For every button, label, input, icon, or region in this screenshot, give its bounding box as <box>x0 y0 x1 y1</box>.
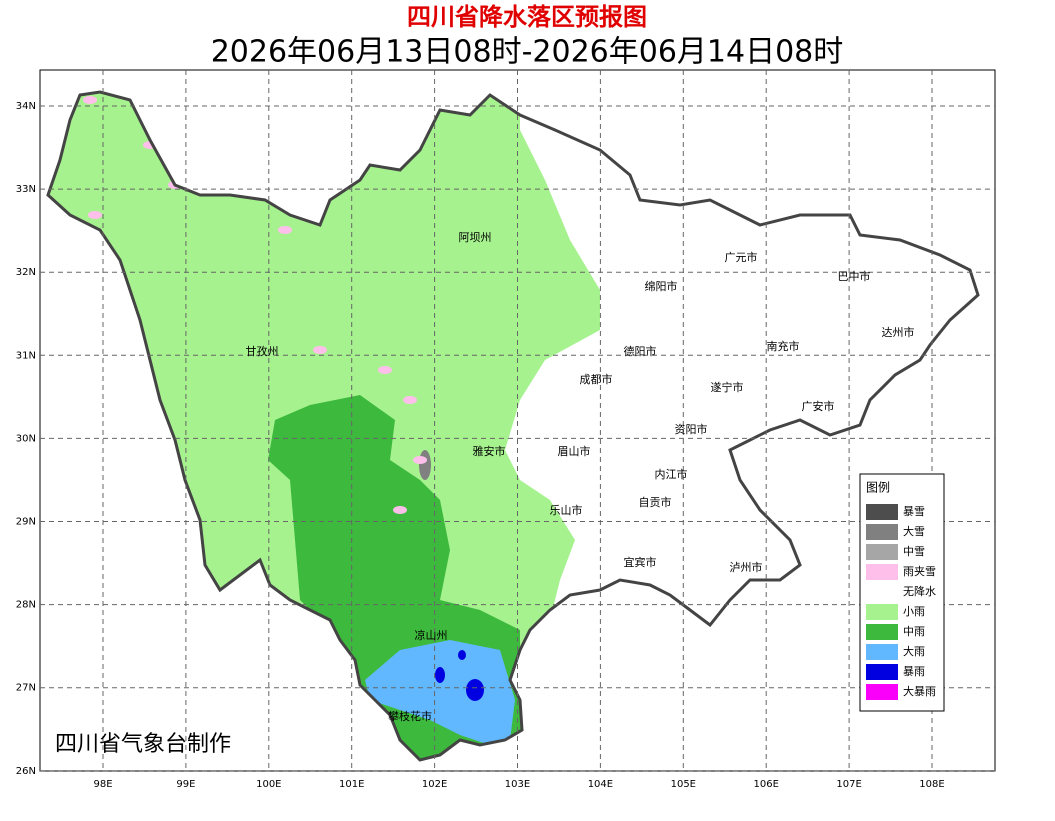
sleet-spot <box>313 346 327 354</box>
legend-swatch <box>865 583 899 601</box>
sleet-spot <box>393 506 407 514</box>
lon-label: 107E <box>836 779 861 790</box>
rainstorm-spot <box>466 679 484 701</box>
lat-label: 28N <box>16 600 36 611</box>
lat-label: 29N <box>16 517 36 528</box>
place-label: 资阳市 <box>675 422 708 436</box>
place-label: 达州市 <box>882 325 915 339</box>
legend-swatch <box>866 664 898 680</box>
place-label: 眉山市 <box>558 444 591 458</box>
lat-label: 30N <box>16 433 36 444</box>
lon-label: 108E <box>919 779 944 790</box>
lon-label: 98E <box>93 779 112 790</box>
legend-title: 图例 <box>866 481 890 495</box>
place-label: 阿坝州 <box>459 230 492 244</box>
place-label: 甘孜州 <box>246 344 279 358</box>
place-label: 绵阳市 <box>645 279 678 293</box>
province-border <box>46 90 980 762</box>
legend-swatch <box>866 544 898 560</box>
legend-swatch <box>866 524 898 540</box>
snow-spot <box>419 450 431 480</box>
sleet-spot <box>83 96 97 104</box>
sleet-spot <box>378 366 392 374</box>
legend-swatch <box>866 644 898 660</box>
place-label: 巴中市 <box>838 269 871 283</box>
legend-swatch <box>866 604 898 620</box>
legend-label: 大雪 <box>903 524 925 538</box>
legend-label: 无降水 <box>903 584 936 598</box>
place-label: 广元市 <box>725 250 758 264</box>
rainstorm-spot <box>458 650 466 660</box>
legend-label: 暴雨 <box>903 665 925 678</box>
place-label: 雅安市 <box>473 444 506 458</box>
lon-label: 101E <box>339 779 364 790</box>
place-label: 南充市 <box>767 339 800 353</box>
sleet-spot <box>413 456 427 464</box>
lat-label: 32N <box>16 267 36 278</box>
lon-label: 99E <box>176 779 195 790</box>
legend-label: 小雨 <box>903 605 925 618</box>
sleet-spot <box>88 211 102 219</box>
heavy-rain-area <box>365 640 515 745</box>
legend-swatch <box>866 564 898 580</box>
lon-label: 102E <box>422 779 447 790</box>
lat-label: 33N <box>16 184 36 195</box>
place-label: 成都市 <box>580 372 613 386</box>
legend-label: 暴雪 <box>903 505 925 518</box>
credit: 四川省气象台制作 <box>55 732 231 757</box>
legend-label: 大暴雨 <box>903 684 936 698</box>
legend-label: 中雪 <box>903 545 925 558</box>
graticule: 34N 33N 32N 31N 30N 29N 28N 27N 26N 98E 99E 100E 101… <box>16 70 995 790</box>
sleet-spot <box>403 396 417 404</box>
lat-label: 27N <box>16 683 36 694</box>
place-label: 泸州市 <box>730 560 763 574</box>
place-label: 德阳市 <box>624 344 657 358</box>
legend-swatch <box>866 684 898 700</box>
place-label: 自贡市 <box>639 495 672 509</box>
place-label: 凉山州 <box>415 628 448 642</box>
lon-label: 103E <box>505 779 530 790</box>
lat-label: 34N <box>16 101 36 112</box>
place-label: 宜宾市 <box>624 555 657 569</box>
legend-label: 中雨 <box>903 625 925 638</box>
lon-label: 100E <box>256 779 281 790</box>
lon-label: 104E <box>588 779 613 790</box>
legend-swatch <box>866 504 898 520</box>
place-label: 内江市 <box>655 467 688 481</box>
lon-label: 106E <box>753 779 778 790</box>
legend-label: 雨夹雪 <box>903 565 936 578</box>
subtitle: 2026年06月13日08时-2026年06月14日08时 <box>211 35 844 70</box>
legend-swatch <box>866 624 898 640</box>
place-label: 乐山市 <box>550 503 583 517</box>
rainstorm-spot <box>435 667 445 683</box>
lon-label: 105E <box>671 779 696 790</box>
legend-label: 大雨 <box>903 644 925 658</box>
lat-label: 26N <box>16 766 36 777</box>
title: 四川省降水落区预报图 <box>407 3 647 31</box>
place-label: 广安市 <box>802 399 835 413</box>
sleet-spot <box>278 226 292 234</box>
place-label: 攀枝花市 <box>388 709 432 723</box>
lat-label: 31N <box>16 350 36 361</box>
place-label: 遂宁市 <box>711 380 744 394</box>
